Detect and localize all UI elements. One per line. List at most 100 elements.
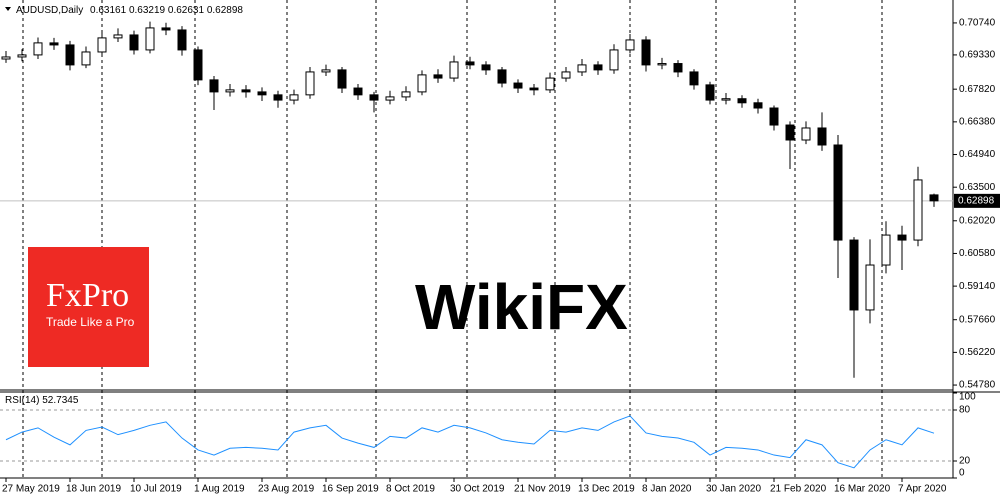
candle-body: [641, 39, 651, 66]
y-tick-label: 0.67820: [959, 84, 996, 95]
last-price-box: [954, 193, 1000, 208]
y-tick-label: 0.70740: [959, 18, 996, 29]
candle-body: [753, 102, 763, 109]
candle-body: [849, 239, 859, 311]
rsi-last: 52.7345: [42, 395, 79, 406]
last-low: 0.62631: [168, 5, 205, 16]
y-tick-label: 0.56220: [959, 347, 996, 358]
fxpro-tagline: Trade Like a Pro: [46, 315, 135, 329]
candle-body: [289, 94, 299, 101]
candle-body: [769, 107, 779, 126]
candle-body: [593, 64, 603, 71]
candle-body: [913, 179, 923, 241]
candle-body: [209, 79, 219, 93]
candle-body: [369, 94, 379, 101]
candle-body: [145, 27, 155, 51]
candle-body: [609, 49, 619, 71]
last-close: 0.62898: [207, 5, 244, 16]
candle-body: [897, 234, 907, 241]
candle-body: [465, 61, 475, 66]
y-tick-label: 0.54780: [959, 380, 996, 391]
candle-body: [161, 27, 171, 31]
y-tick-label: 0.66380: [959, 116, 996, 127]
candle-body: [129, 34, 139, 51]
y-tick-label: 0.59140: [959, 281, 996, 292]
candle-body: [1, 56, 11, 60]
candle-body: [929, 194, 939, 202]
x-tick-label: 21 Nov 2019: [514, 484, 571, 495]
candle-body: [65, 44, 75, 66]
candle-body: [353, 87, 363, 96]
candle-body: [49, 42, 59, 46]
candle-body: [545, 77, 555, 91]
candle-body: [497, 69, 507, 84]
candle-body: [17, 54, 27, 58]
x-tick-label: 30 Oct 2019: [450, 484, 505, 495]
candle-body: [113, 34, 123, 39]
chart-header: AUDUSD,Daily 0.63161 0.63219 0.62631 0.6…: [16, 5, 243, 16]
candle-body: [657, 63, 667, 66]
watermark: WikiFX: [415, 271, 628, 343]
candle-body: [433, 74, 443, 79]
candle-body: [721, 98, 731, 101]
rsi-line: [5, 415, 935, 469]
y-tick-label: 0.64940: [959, 149, 996, 160]
candle-body: [417, 74, 427, 93]
candle-body: [273, 94, 283, 101]
x-tick-label: 30 Jan 2020: [706, 484, 761, 495]
candle-body: [321, 69, 331, 73]
candle-body: [817, 127, 827, 146]
candle-body: [305, 71, 315, 96]
candle-body: [673, 63, 683, 73]
x-tick-label: 18 Jun 2019: [66, 484, 121, 495]
menu-triangle: [5, 7, 11, 11]
x-tick-label: 7 Apr 2020: [898, 484, 947, 495]
candle-body: [801, 127, 811, 141]
x-tick-label: 10 Jul 2019: [130, 484, 182, 495]
x-tick-label: 27 May 2019: [2, 484, 60, 495]
x-tick-label: 23 Aug 2019: [258, 484, 315, 495]
x-tick-label: 13 Dec 2019: [578, 484, 635, 495]
x-tick-label: 8 Jan 2020: [642, 484, 692, 495]
candle-body: [481, 64, 491, 71]
y-tick-label: 100: [959, 392, 976, 403]
last-price-label: 0.62898: [958, 195, 995, 206]
x-tick-label: 1 Aug 2019: [194, 484, 245, 495]
y-tick-label: 0.57660: [959, 314, 996, 325]
candle-body: [577, 64, 587, 73]
candle-body: [737, 98, 747, 104]
candle-body: [625, 39, 635, 51]
last-high: 0.63219: [129, 5, 166, 16]
x-tick-label: 21 Feb 2020: [770, 484, 827, 495]
candle-body: [241, 89, 251, 93]
y-tick-label: 20: [959, 456, 971, 467]
y-tick-label: 0.60580: [959, 248, 996, 259]
candle-body: [225, 89, 235, 93]
y-tick-label: 0.62020: [959, 215, 996, 226]
candle-body: [81, 51, 91, 66]
x-tick-label: 16 Sep 2019: [322, 484, 379, 495]
candle-body: [705, 84, 715, 101]
candle-body: [257, 91, 267, 96]
y-tick-label: 80: [959, 405, 971, 416]
candle-body: [513, 82, 523, 89]
candle-body: [97, 37, 107, 53]
candle-body: [833, 144, 843, 241]
candle-body: [33, 42, 43, 56]
fxpro-logo: FxPro: [46, 277, 129, 314]
rsi-header: RSI(14) 52.7345: [5, 395, 79, 406]
candle-body: [561, 71, 571, 79]
y-tick-label: 0: [959, 468, 965, 479]
candle-body: [689, 71, 699, 86]
last-open: 0.63161: [90, 5, 127, 16]
candle-body: [881, 234, 891, 266]
candle-body: [785, 124, 795, 141]
candle-body: [865, 264, 875, 311]
candle-body: [177, 29, 187, 51]
y-tick-label: 0.69330: [959, 50, 996, 61]
candle-body: [401, 91, 411, 98]
x-tick-label: 8 Oct 2019: [386, 484, 435, 495]
fxpro-logo-box: [28, 247, 149, 367]
